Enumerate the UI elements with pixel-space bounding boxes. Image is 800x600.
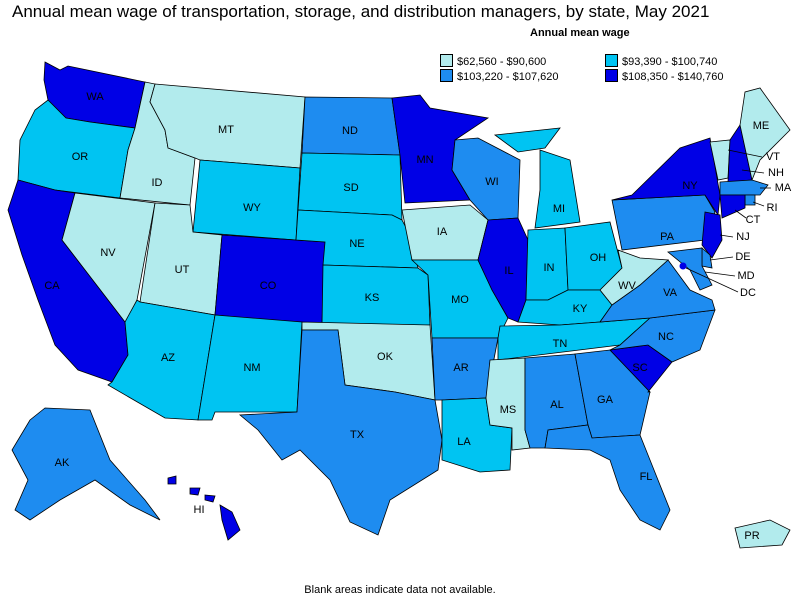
- state-label-ga: GA: [597, 394, 614, 406]
- state-label-al: AL: [550, 399, 563, 411]
- legend-item-bin-2: $93,390 - $100,740: [605, 54, 717, 68]
- state-label-ms: MS: [500, 404, 517, 416]
- state-hi[interactable]: [167, 475, 241, 541]
- legend-label: $93,390 - $100,740: [622, 56, 718, 68]
- state-label-fl: FL: [640, 471, 653, 483]
- state-label-mt: MT: [218, 124, 234, 136]
- state-label-nj: NJ: [736, 231, 749, 243]
- state-ct[interactable]: [719, 194, 746, 219]
- state-label-ut: UT: [175, 264, 190, 276]
- state-label-il: IL: [504, 265, 513, 277]
- state-label-or: OR: [72, 151, 89, 163]
- legend-swatch: [605, 54, 618, 67]
- state-label-va: VA: [663, 287, 678, 299]
- state-tx[interactable]: [238, 329, 443, 536]
- state-label-me: ME: [753, 120, 770, 132]
- state-pr[interactable]: [734, 519, 791, 549]
- state-label-ct: CT: [746, 214, 761, 226]
- legend-item-bin-4: $108,350 - $140,760: [605, 69, 724, 83]
- state-ma[interactable]: [719, 179, 769, 196]
- state-label-oh: OH: [590, 252, 607, 264]
- label-leader-lines: [685, 149, 771, 293]
- legend-swatch: [440, 54, 453, 67]
- legend: Annual mean wage $62,560 - $90,600 $93,3…: [440, 27, 790, 87]
- map-title: Annual mean wage of transportation, stor…: [12, 2, 710, 21]
- state-label-ky: KY: [573, 303, 588, 315]
- footnote: Blank areas indicate data not available.: [304, 584, 496, 596]
- state-label-ca: CA: [44, 280, 60, 292]
- state-label-de: DE: [735, 251, 750, 263]
- state-label-co: CO: [260, 280, 277, 292]
- state-nj[interactable]: [701, 211, 723, 259]
- state-nc[interactable]: [609, 309, 716, 363]
- state-label-tn: TN: [553, 338, 568, 350]
- state-label-ar: AR: [453, 362, 468, 374]
- state-label-wv: WV: [618, 280, 636, 292]
- state-label-hi: HI: [194, 504, 205, 516]
- state-label-sd: SD: [343, 182, 358, 194]
- state-label-ok: OK: [377, 351, 394, 363]
- state-labels: WA OR CA ID NV MT WY UT AZ CO NM ND SD N…: [44, 91, 792, 542]
- state-fl[interactable]: [544, 424, 671, 531]
- state-label-ny: NY: [682, 180, 698, 192]
- state-ks[interactable]: [321, 264, 431, 326]
- legend-swatch: [605, 69, 618, 82]
- state-label-az: AZ: [161, 352, 175, 364]
- state-label-ak: AK: [55, 457, 70, 469]
- state-ak[interactable]: [11, 407, 161, 521]
- state-label-id: ID: [152, 177, 163, 189]
- state-label-nh: NH: [768, 167, 784, 179]
- state-label-nv: NV: [100, 247, 116, 259]
- state-label-dc: DC: [740, 287, 756, 299]
- state-label-nc: NC: [658, 331, 674, 343]
- legend-label: $108,350 - $140,760: [622, 71, 724, 83]
- state-label-wa: WA: [86, 91, 104, 103]
- state-ny[interactable]: [611, 137, 721, 217]
- state-label-sc: SC: [632, 362, 647, 374]
- state-label-ia: IA: [437, 226, 448, 238]
- state-label-la: LA: [457, 436, 471, 448]
- state-label-wy: WY: [243, 202, 261, 214]
- state-label-nm: NM: [243, 362, 260, 374]
- state-label-ne: NE: [349, 238, 364, 250]
- legend-title: Annual mean wage: [530, 27, 630, 39]
- state-label-ma: MA: [775, 182, 792, 194]
- legend-item-bin-1: $62,560 - $90,600: [440, 54, 546, 68]
- state-label-ri: RI: [767, 202, 778, 214]
- legend-label: $103,220 - $107,620: [457, 71, 559, 83]
- state-wy[interactable]: [192, 159, 301, 241]
- legend-item-bin-3: $103,220 - $107,620: [440, 69, 559, 83]
- state-mi[interactable]: [493, 127, 581, 229]
- legend-label: $62,560 - $90,600: [457, 56, 547, 68]
- state-label-mo: MO: [451, 294, 469, 306]
- state-label-mi: MI: [553, 203, 565, 215]
- state-wv[interactable]: [599, 249, 669, 306]
- legend-swatch: [440, 69, 453, 82]
- state-label-ks: KS: [365, 292, 380, 304]
- state-label-md: MD: [737, 270, 754, 282]
- state-label-mn: MN: [416, 154, 433, 166]
- state-label-nd: ND: [342, 125, 358, 137]
- state-label-tx: TX: [350, 429, 365, 441]
- state-label-in: IN: [544, 262, 555, 274]
- state-label-vt: VT: [766, 151, 780, 163]
- state-label-pr: PR: [744, 530, 759, 542]
- state-ri[interactable]: [744, 194, 756, 206]
- state-label-wi: WI: [485, 176, 498, 188]
- state-dc[interactable]: [679, 262, 687, 270]
- state-label-pa: PA: [660, 231, 675, 243]
